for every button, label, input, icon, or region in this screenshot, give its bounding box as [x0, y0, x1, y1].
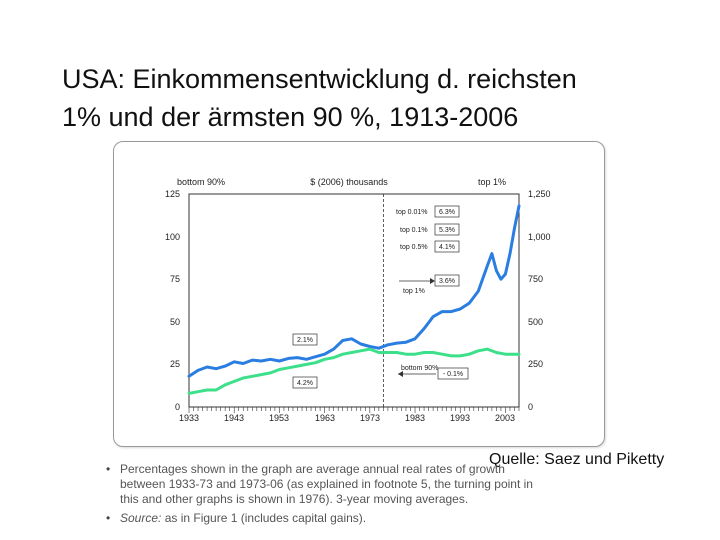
- annotation-early-bottom-value: 4.2%: [297, 380, 313, 387]
- x-tick-label: 1933: [179, 413, 199, 423]
- plot-frame: [188, 193, 520, 408]
- annotations: top 0.01% 6.3% top 0.1% 5.3% top 0.5% 4.…: [292, 205, 469, 389]
- annotation-late-bottom-value: - 0.1%: [443, 371, 463, 378]
- annotation-early-top-box: [292, 333, 318, 346]
- annotation-top-0-01-box: [434, 205, 460, 218]
- x-tick-label: 1943: [224, 413, 244, 423]
- bullet-icon: •: [106, 511, 111, 525]
- annotation-early-top-value: 2.1%: [297, 337, 313, 344]
- x-tick-label: 1953: [269, 413, 289, 423]
- note-line: this and other graphs is shown in 1976).…: [120, 492, 469, 506]
- bottom-90-arrow-label: bottom 90%: [401, 365, 438, 372]
- annotation-top-0-5-label: top 0.5%: [400, 244, 428, 251]
- annotation-top-0-1-label: top 0.1%: [400, 227, 428, 234]
- annotation-late-bottom-box: [437, 367, 469, 380]
- x-tick-label: 1973: [360, 413, 380, 423]
- income-chart: bottom 90% $ (2006) thousands top 1% 0 2…: [165, 177, 551, 423]
- series-layer: [187, 204, 521, 395]
- series-line-bottom-90-: [187, 347, 521, 395]
- annotation-top-1-box: [434, 274, 460, 287]
- title-line-2: 1% und der ärmsten 90 %, 1913-2006: [62, 102, 519, 132]
- x-axis: 1933 1943 1953 1963 1973 1983 1993 2003: [179, 413, 515, 423]
- x-tick-label: 1993: [450, 413, 470, 423]
- x-tick-label: 1963: [315, 413, 335, 423]
- bullet-icon: •: [106, 462, 111, 476]
- chart-title: $ (2006) thousands: [310, 177, 388, 187]
- note-line: Percentages shown in the graph are avera…: [120, 462, 505, 476]
- source-caption: Quelle: Saez und Piketty: [489, 451, 665, 468]
- annotation-top-0-1-value: 5.3%: [439, 227, 455, 234]
- left-axis-label: bottom 90%: [177, 177, 225, 187]
- slide-title: USA: Einkommensentwicklung d. reichsten …: [62, 60, 702, 136]
- left-tick-label: 25: [170, 359, 180, 369]
- right-tick-label: 500: [528, 317, 543, 327]
- chart-panel: bottom 90% $ (2006) thousands top 1% 0 2…: [113, 141, 605, 447]
- right-tick-label: 250: [528, 359, 543, 369]
- top-1-arrow-label: top 1%: [403, 288, 425, 295]
- right-tick-label: 1,000: [528, 232, 551, 242]
- annotation-top-0-5-box: [434, 240, 460, 253]
- left-axis: 0 25 50 75 100 125: [165, 189, 180, 412]
- left-tick-label: 0: [175, 402, 180, 412]
- left-tick-label: 75: [170, 274, 180, 284]
- annotation-early-bottom-box: [292, 376, 318, 389]
- annotation-top-0-1-box: [434, 223, 460, 236]
- x-tick-label: 1983: [405, 413, 425, 423]
- left-tick-label: 125: [165, 189, 180, 199]
- left-tick-label: 100: [165, 232, 180, 242]
- series-line-top-1-: [187, 204, 521, 378]
- left-tick-label: 50: [170, 317, 180, 327]
- right-axis: 0 250 500 750 1,000 1,250: [528, 189, 551, 412]
- title-line-1: USA: Einkommensentwicklung d. reichsten: [62, 64, 577, 94]
- right-tick-label: 0: [528, 402, 533, 412]
- top-1-arrow-head: [430, 278, 435, 284]
- right-tick-label: 750: [528, 274, 543, 284]
- annotation-top-0-5-value: 4.1%: [439, 244, 455, 251]
- source-label: Source:: [120, 511, 162, 525]
- x-minor-ticks: [188, 407, 520, 413]
- right-axis-label: top 1%: [478, 177, 506, 187]
- annotation-top-0-01-label: top 0.01%: [396, 209, 428, 216]
- right-tick-label: 1,250: [528, 189, 551, 199]
- x-tick-label: 2003: [495, 413, 515, 423]
- annotation-top-0-01-value: 6.3%: [439, 209, 455, 216]
- source-text: as in Figure 1 (includes capital gains).: [161, 511, 367, 525]
- note-percentages: • Percentages shown in the graph are ave…: [104, 462, 604, 507]
- note-source: • Source: as in Figure 1 (includes capit…: [104, 511, 604, 526]
- note-line: between 1933-73 and 1973-06 (as explaine…: [120, 477, 533, 491]
- annotation-top-1-value: 3.6%: [439, 278, 455, 285]
- figure-notes: • Percentages shown in the graph are ave…: [104, 462, 604, 530]
